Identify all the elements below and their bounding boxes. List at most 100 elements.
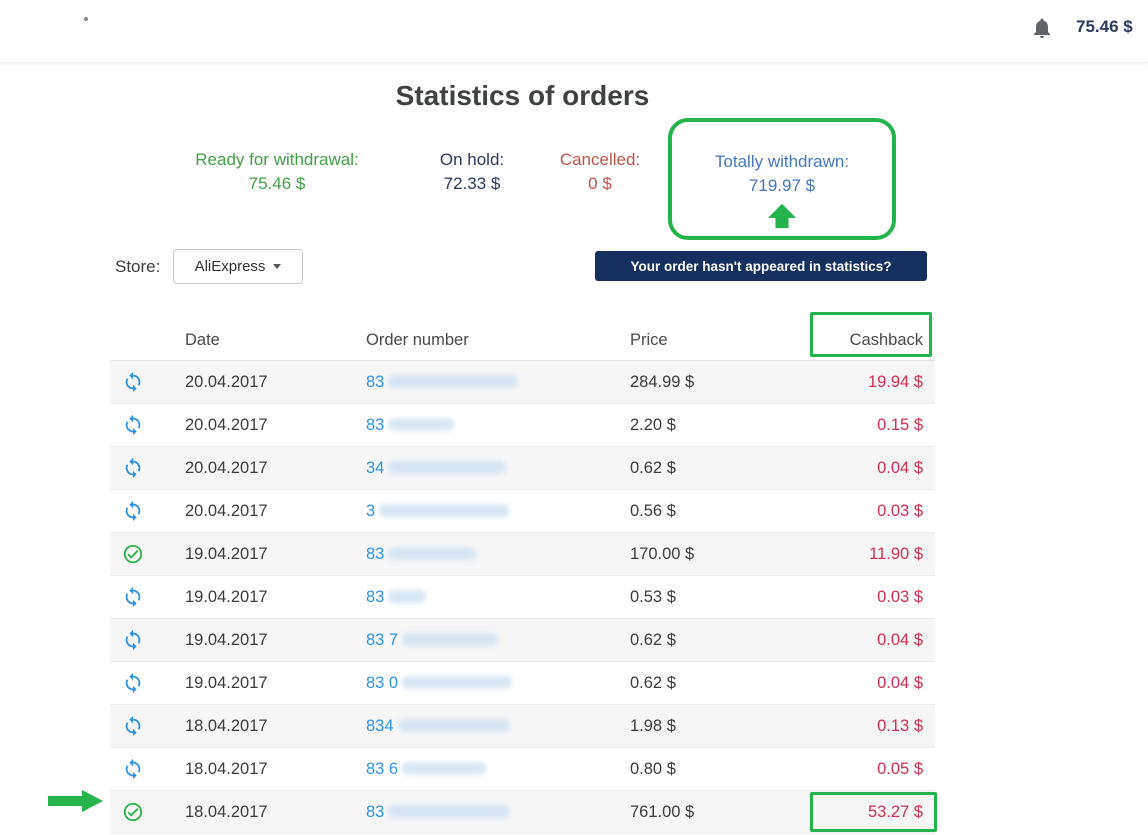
stat-value: 72.33 $	[443, 174, 501, 193]
order-number-link[interactable]: 83 0	[366, 673, 399, 692]
order-price: 0.56 $	[630, 501, 676, 520]
order-date: 20.04.2017	[185, 415, 268, 434]
sync-icon	[122, 586, 144, 608]
table-row: 19.04.2017 83 170.00 $ 11.90 $	[110, 533, 935, 576]
cashback-value: 53.27 $	[867, 802, 923, 821]
order-number-cell: 83	[366, 588, 630, 607]
order-cashback-cell: 0.13 $	[810, 705, 935, 747]
masked-digits	[402, 632, 499, 646]
order-status-cell	[110, 543, 185, 565]
chevron-down-icon	[273, 264, 282, 269]
order-date: 18.04.2017	[185, 716, 268, 735]
order-price: 170.00 $	[630, 544, 695, 563]
order-price: 1.98 $	[630, 716, 676, 735]
order-date: 18.04.2017	[185, 759, 268, 778]
table-row: 19.04.2017 83 7 0.62 $ 0.04 $	[110, 619, 935, 662]
table-row: 20.04.2017 83 2.20 $ 0.15 $	[110, 404, 935, 447]
stat-label: Totally withdrawn:	[714, 152, 850, 171]
order-number-link[interactable]: 83	[366, 415, 385, 434]
order-number-cell: 83	[366, 373, 630, 392]
order-number-cell: 34	[366, 459, 630, 478]
order-number-link[interactable]: 83	[366, 802, 385, 821]
order-price: 284.99 $	[630, 372, 695, 391]
order-number-cell: 83	[366, 416, 630, 435]
order-date: 20.04.2017	[185, 458, 268, 477]
order-date: 18.04.2017	[185, 802, 268, 821]
order-price: 0.62 $	[630, 673, 676, 692]
cashback-value: 0.03 $	[877, 501, 923, 520]
order-number-link[interactable]: 834	[366, 716, 394, 735]
store-dropdown[interactable]: AliExpress	[173, 249, 303, 284]
stat-label: Ready for withdrawal:	[195, 150, 359, 169]
masked-digits	[379, 503, 510, 517]
table-header: Date Order number Price Cashback	[110, 312, 935, 361]
order-cashback-cell: 19.94 $	[810, 361, 935, 403]
order-number-link[interactable]: 3	[366, 501, 376, 520]
page-title: Statistics of orders	[395, 80, 650, 111]
masked-digits	[388, 417, 455, 431]
order-number-cell: 83 6	[366, 760, 630, 779]
sync-icon	[122, 500, 144, 522]
stat-value: 0 $	[588, 174, 612, 193]
order-missing-help-button[interactable]: Your order hasn't appeared in statistics…	[595, 251, 927, 281]
order-status-cell	[110, 758, 185, 780]
notifications-bell-icon[interactable]	[1030, 16, 1054, 40]
order-status-cell	[110, 586, 185, 608]
order-number-link[interactable]: 83 6	[366, 759, 399, 778]
cashback-value: 0.04 $	[877, 673, 923, 692]
right-arrow-annotation-icon	[48, 790, 103, 812]
orders-table: Date Order number Price Cashback 20.04.2…	[110, 312, 937, 834]
table-row: 18.04.2017 83 6 0.80 $ 0.05 $	[110, 748, 935, 791]
sync-icon	[122, 758, 144, 780]
header-price: Price	[630, 330, 668, 349]
order-number-link[interactable]: 83	[366, 372, 385, 391]
order-cashback-cell: 53.27 $	[810, 791, 937, 833]
store-row: Store: AliExpress Your order hasn't appe…	[110, 248, 935, 288]
sync-icon	[122, 457, 144, 479]
order-cashback-cell: 0.03 $	[810, 490, 935, 532]
order-status-cell	[110, 500, 185, 522]
store-dropdown-value: AliExpress	[194, 258, 266, 275]
order-number-link[interactable]: 83	[366, 587, 385, 606]
stat-value: 719.97 $	[748, 176, 816, 195]
order-price: 0.53 $	[630, 587, 676, 606]
order-status-cell	[110, 629, 185, 651]
cashback-value: 19.94 $	[867, 372, 923, 391]
order-status-cell	[110, 801, 185, 823]
order-number-link[interactable]: 34	[366, 458, 385, 477]
table-row: 19.04.2017 83 0 0.62 $ 0.04 $	[110, 662, 935, 705]
order-cashback-cell: 0.15 $	[810, 404, 935, 446]
masked-digits	[397, 718, 510, 732]
order-price: 761.00 $	[630, 802, 695, 821]
order-price: 2.20 $	[630, 415, 676, 434]
masked-digits	[388, 589, 427, 603]
order-date: 19.04.2017	[185, 587, 268, 606]
stat-ready-for-withdrawal: Ready for withdrawal: 75.46 $	[172, 148, 382, 196]
sync-icon	[122, 629, 144, 651]
order-price: 0.62 $	[630, 630, 676, 649]
table-row: 19.04.2017 83 0.53 $ 0.03 $	[110, 576, 935, 619]
order-number-link[interactable]: 83	[366, 544, 385, 563]
account-balance[interactable]: 75.46 $	[1076, 17, 1133, 36]
header-cashback-label: Cashback	[849, 330, 923, 349]
order-cashback-cell: 0.04 $	[810, 447, 935, 489]
stat-label: On hold:	[439, 150, 505, 169]
table-row: 20.04.2017 3 0.56 $ 0.03 $	[110, 490, 935, 533]
order-cashback-cell: 0.03 $	[810, 576, 935, 618]
table-row: 20.04.2017 34 0.62 $ 0.04 $	[110, 447, 935, 490]
order-date: 20.04.2017	[185, 501, 268, 520]
masked-digits	[388, 374, 519, 388]
order-number-link[interactable]: 83 7	[366, 630, 399, 649]
cashback-value: 0.13 $	[877, 716, 923, 735]
cashback-value: 0.15 $	[877, 415, 923, 434]
table-row: 18.04.2017 834 1.98 $ 0.13 $	[110, 705, 935, 748]
sync-icon	[122, 371, 144, 393]
stat-on-hold: On hold: 72.33 $	[392, 148, 552, 196]
masked-digits	[402, 675, 513, 689]
stat-value: 75.46 $	[248, 174, 306, 193]
cashback-value: 0.04 $	[877, 458, 923, 477]
order-status-cell	[110, 457, 185, 479]
up-arrow-annotation-icon	[768, 203, 796, 229]
masked-digits	[388, 460, 507, 474]
